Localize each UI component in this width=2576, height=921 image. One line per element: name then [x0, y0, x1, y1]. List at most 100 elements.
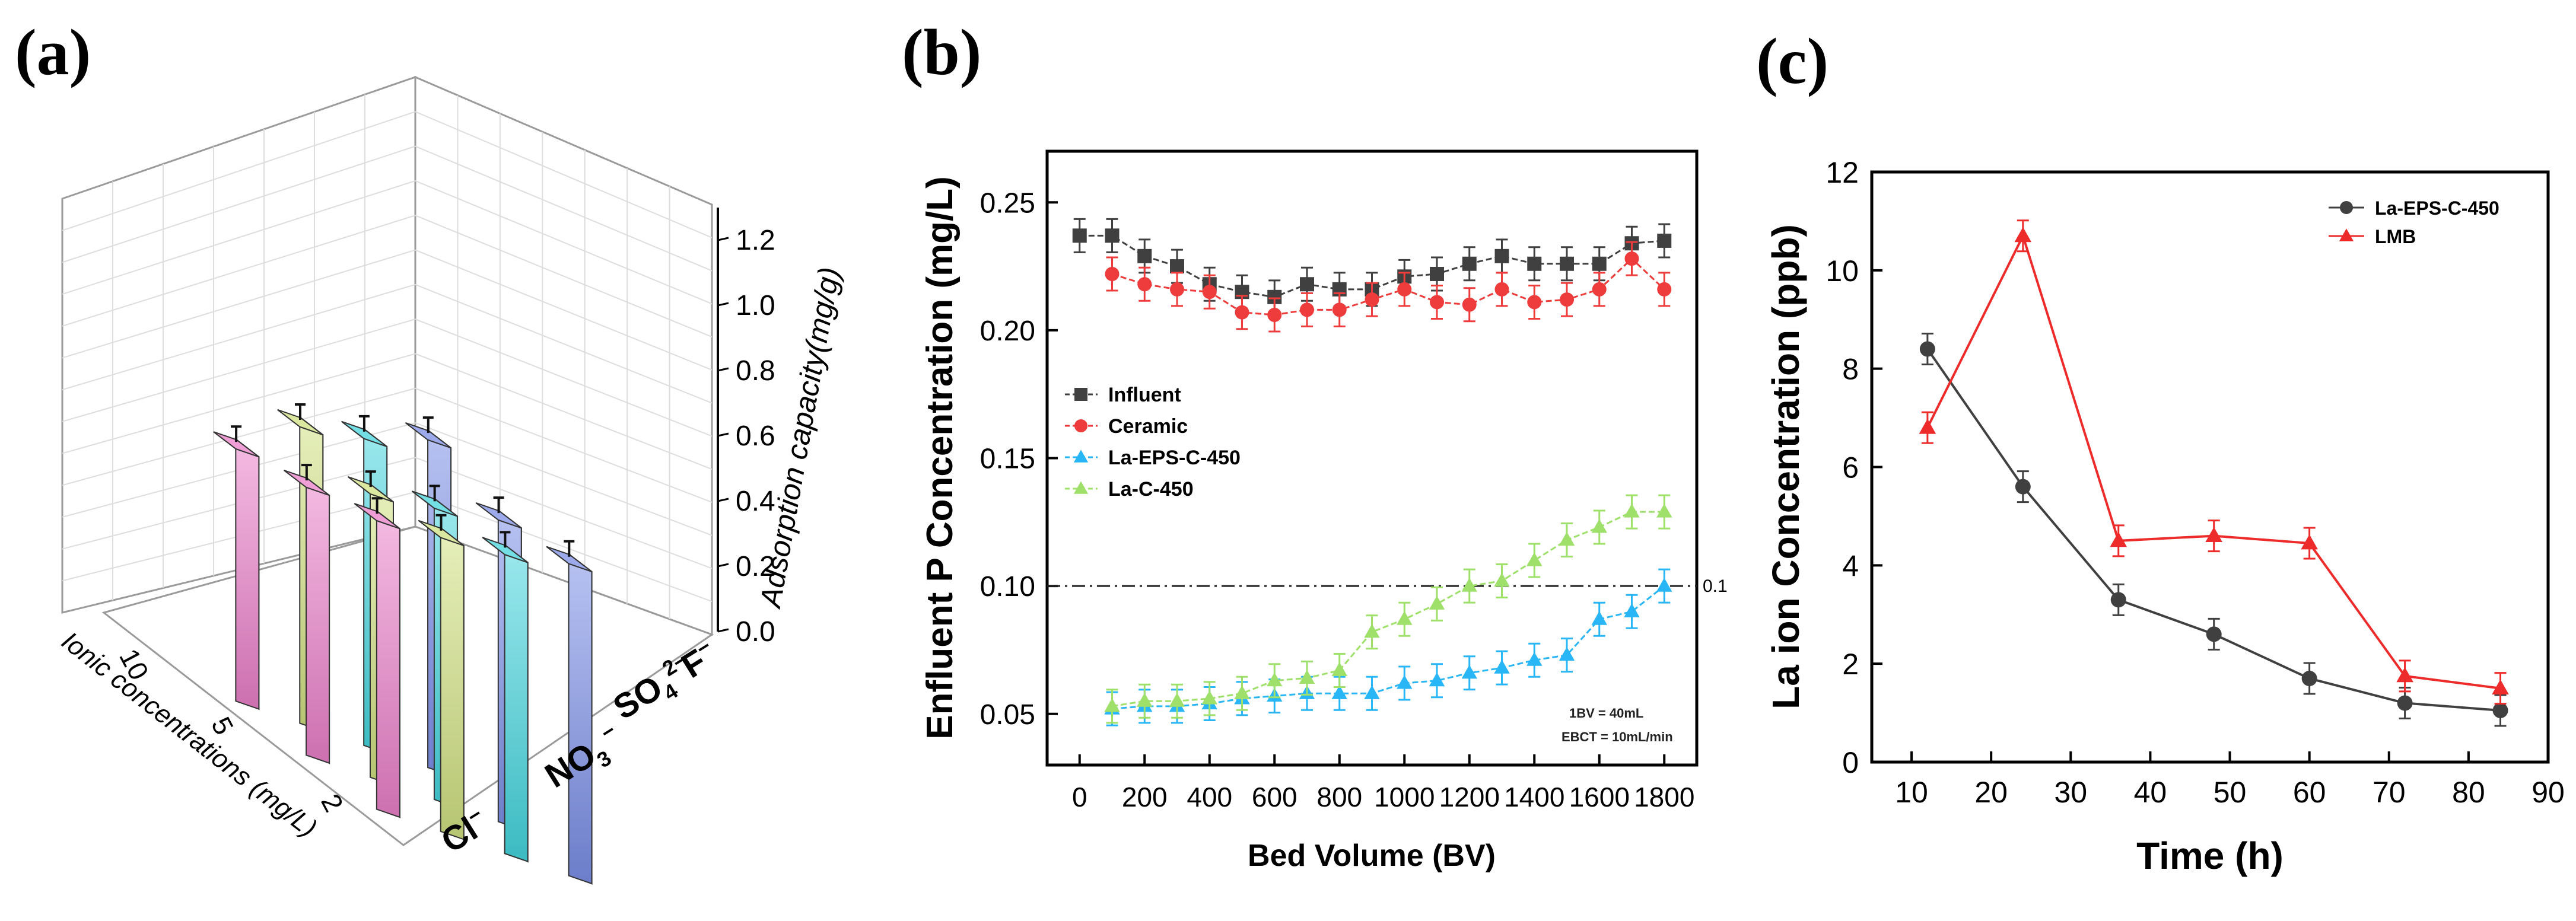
marker-triangle: [1331, 685, 1347, 699]
legend-item: La-C-450: [1065, 478, 1194, 501]
panel-a: (a) 0.00.20.40.60.81.01.2 Cl−NO3 −SO42−F…: [15, 16, 846, 885]
z-tick: [717, 237, 729, 241]
marker-circle: [1560, 292, 1574, 307]
y-tick-label: 10: [1826, 254, 1859, 288]
reference-line-label: 0.1: [1703, 576, 1728, 596]
marker-circle: [2301, 671, 2317, 687]
marker-circle: [1527, 295, 1542, 310]
axes-c: 10 20 30 40 50 60 70 80 90 0 2 4 6 8 10 12: [1826, 156, 2564, 809]
series-la-eps-c-450: [1104, 568, 1672, 726]
z-tick-label: 1.2: [736, 225, 775, 256]
marker-square: [1592, 256, 1607, 271]
marker-circle: [1202, 285, 1217, 299]
marker-triangle: [1073, 450, 1089, 463]
marker-square: [1527, 256, 1542, 271]
bar-3d: [482, 531, 529, 863]
x-tick-label: 1800: [1634, 782, 1694, 812]
legend-c: La-EPS-C-450 LMB: [2329, 197, 2499, 247]
marker-square: [1170, 259, 1184, 274]
z-tick: [717, 563, 729, 568]
z-tick-label: 0.2: [736, 551, 775, 582]
bar-3d: [213, 425, 260, 710]
concentration-label: 2: [315, 789, 349, 817]
grid-line: [62, 145, 416, 263]
marker-circle: [2206, 626, 2222, 642]
grid-line: [62, 180, 416, 295]
marker-square: [1300, 277, 1314, 292]
x-tick-label: 70: [2373, 776, 2406, 809]
annotation-bv: 1BV = 40mL: [1569, 706, 1643, 721]
legend-label: Ceramic: [1108, 415, 1188, 438]
marker-triangle: [2396, 667, 2413, 683]
grid-line: [62, 111, 416, 231]
legend-label: La-EPS-C-450: [2375, 197, 2499, 219]
series-line: [1112, 511, 1665, 708]
marker-triangle: [2492, 679, 2509, 695]
marker-triangle: [1591, 611, 1607, 625]
marker-circle: [1074, 419, 1087, 432]
marker-circle: [1170, 282, 1184, 297]
series-c: [1919, 219, 2509, 727]
x-tick-label: 50: [2214, 776, 2247, 809]
marker-square: [1494, 248, 1509, 263]
grid-line: [415, 491, 713, 603]
y-tick-label: 0.15: [980, 444, 1035, 475]
marker-triangle: [1461, 578, 1477, 592]
marker-triangle: [1397, 611, 1413, 625]
marker-circle: [1592, 282, 1607, 297]
marker-circle: [1624, 251, 1639, 266]
marker-triangle: [1397, 675, 1413, 689]
x-tick-label: 1600: [1569, 782, 1630, 812]
x-axis-label-b: Bed Volume (BV): [1248, 839, 1496, 873]
marker-circle: [2340, 201, 2353, 214]
marker-triangle: [1624, 603, 1640, 617]
panel-c: (c) 10 20 30 40 50 60 70 80 90 0 2 4 6 8 10 12 La-EPS-C…: [1756, 25, 2565, 877]
marker-triangle: [1073, 481, 1089, 494]
legend-item: LMB: [2329, 226, 2416, 247]
x-tick-label: 1400: [1504, 782, 1564, 812]
series-lmb: [1919, 219, 2509, 705]
grid-line: [62, 283, 416, 391]
marker-triangle: [1364, 623, 1380, 638]
marker-triangle: [1919, 419, 1936, 434]
grid-line: [62, 249, 416, 359]
z-tick: [717, 367, 729, 372]
y-tick-label: 2: [1842, 648, 1859, 681]
z-tick-label: 0.0: [736, 616, 775, 648]
y-tick-label: 12: [1826, 156, 1859, 189]
y-axis-label-b: Enfluent P Concentration (mg/L): [920, 176, 961, 740]
annotation-ebct: EBCT = 10mL/min: [1561, 729, 1673, 744]
y-tick-label: 0.10: [980, 571, 1035, 603]
series-la-eps-c-450: [1919, 333, 2508, 727]
z-tick: [717, 498, 729, 502]
bar-front: [306, 486, 330, 764]
marker-circle: [2110, 592, 2126, 608]
marker-square: [1072, 228, 1087, 243]
y-tick-label: 8: [1842, 353, 1859, 386]
bar-front: [235, 448, 260, 710]
marker-triangle: [1299, 670, 1315, 684]
legend-label: LMB: [2375, 226, 2416, 247]
x-tick-label: 20: [1974, 776, 2008, 809]
z-tick: [717, 628, 729, 633]
grid-line: [62, 353, 416, 454]
series-b: [1072, 218, 1672, 726]
marker-triangle: [1559, 646, 1575, 661]
grid-line: [62, 318, 416, 422]
ion-superscript: −: [591, 718, 620, 748]
z-axis: 0.0 0.2 0.4 0.6 0.8 1.0 1.2: [717, 208, 775, 648]
marker-circle: [2015, 479, 2031, 495]
bar-3d: [354, 497, 400, 819]
marker-triangle: [2014, 227, 2032, 243]
grid-line: [62, 215, 416, 327]
marker-circle: [1462, 297, 1477, 312]
grid-line: [415, 318, 713, 437]
marker-circle: [1919, 341, 1935, 357]
y-tick-label: 6: [1842, 451, 1859, 485]
marker-circle: [1332, 302, 1347, 317]
bar-front: [376, 520, 400, 818]
marker-square: [1137, 248, 1152, 263]
marker-triangle: [1169, 693, 1185, 707]
z-tick-label: 0.6: [736, 420, 775, 452]
